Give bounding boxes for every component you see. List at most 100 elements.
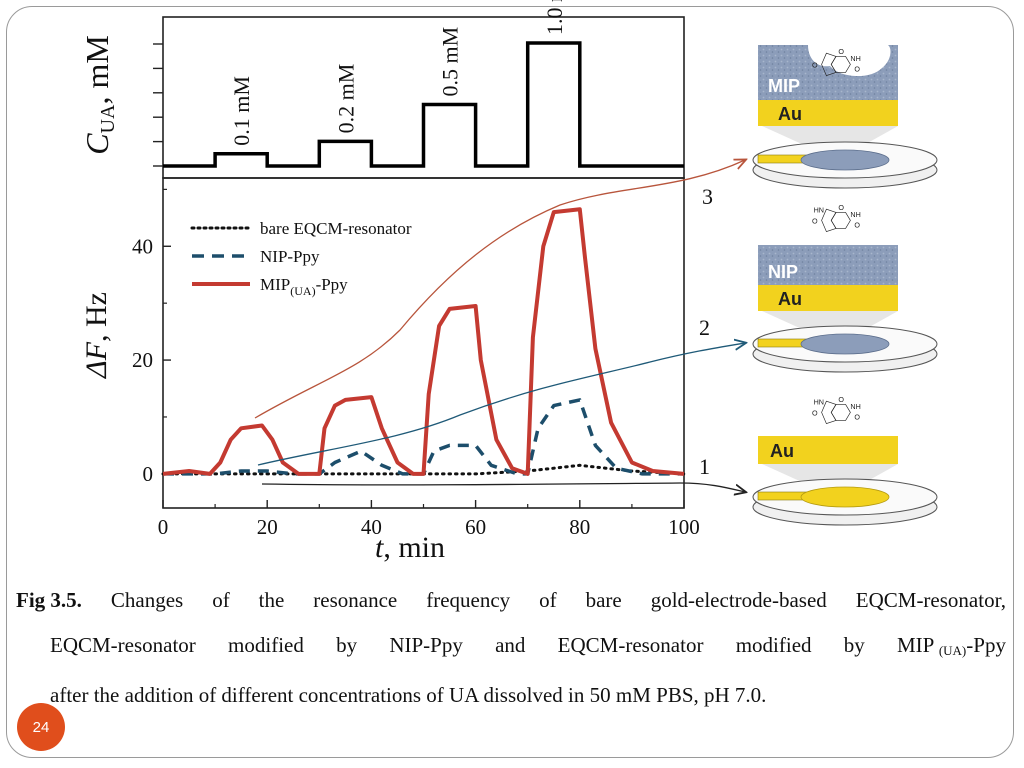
nip-gold-layer bbox=[758, 285, 898, 311]
bare-electrode-spot bbox=[800, 486, 890, 508]
caption-word: EQCM-resonator bbox=[50, 633, 196, 657]
arrow-to-bare-schematic bbox=[261, 482, 745, 492]
caption-word: modified bbox=[735, 633, 812, 657]
concentration-label: 0.2 mM bbox=[333, 64, 358, 134]
x-tick-label: 80 bbox=[569, 515, 590, 539]
caption-word: and bbox=[495, 633, 526, 657]
concentration-label: 0.1 mM bbox=[229, 76, 254, 146]
atom-label-o: O bbox=[854, 221, 860, 230]
bare-gold-layer bbox=[758, 436, 898, 464]
caption-word: gold-electrode-based bbox=[650, 588, 827, 612]
caption-line-2: EQCM-resonator modified by NIP-Ppy and E… bbox=[16, 623, 1006, 673]
top-panel-y-ticks bbox=[153, 43, 163, 167]
caption-word: modified bbox=[228, 633, 304, 657]
nip-electrode-spot bbox=[800, 333, 890, 355]
legend-label-bare: bare EQCM-resonator bbox=[260, 219, 412, 238]
y-tick-label: 40 bbox=[132, 234, 153, 258]
page-number-badge: 24 bbox=[17, 703, 65, 751]
curve-number-3: 3 bbox=[702, 184, 713, 209]
atom-label-o: O bbox=[838, 47, 844, 56]
mip-electrode-lead bbox=[757, 154, 809, 164]
schematic-bare: O HN NH O O Au bbox=[752, 395, 938, 526]
caption-word: Changes bbox=[110, 588, 184, 612]
legend: bare EQCM-resonator NIP-Ppy MIP(UA)-Ppy bbox=[190, 219, 412, 298]
bottom-panel: 0 20 40 60 80 100 0 20 40 t, min ΔF, Hz bare EQC… bbox=[80, 160, 745, 564]
caption-mip: MIP bbox=[897, 633, 934, 657]
caption-word: by bbox=[843, 633, 865, 657]
bottom-panel-axes: 0 20 40 60 80 100 0 20 40 bbox=[132, 188, 700, 539]
figure: 0.1 mM 0.2 mM0.5 mM1.0 mM CUA, mM 0 20 40 60… bbox=[79, 0, 938, 564]
uric-acid-molecule-icon: O HN NH O O bbox=[812, 395, 861, 424]
nip-au-label: Au bbox=[778, 289, 802, 309]
curve-number-1: 1 bbox=[699, 454, 710, 479]
atom-label-o: O bbox=[812, 61, 818, 70]
atom-label-o: O bbox=[838, 395, 844, 404]
caption-word: EQCM-resonator, bbox=[855, 588, 1006, 612]
x-tick-label: 20 bbox=[257, 515, 278, 539]
legend-label-nip: NIP-Ppy bbox=[260, 247, 320, 266]
atom-label-nh: NH bbox=[850, 54, 860, 63]
nip-label: NIP bbox=[768, 262, 798, 282]
caption-word: frequency bbox=[426, 588, 511, 612]
slide-frame bbox=[6, 6, 1014, 758]
atom-label-o: O bbox=[812, 409, 818, 418]
caption-word: of bbox=[539, 588, 557, 612]
curve-number-2: 2 bbox=[699, 315, 710, 340]
x-tick-label: 40 bbox=[361, 515, 382, 539]
x-tick-label: 0 bbox=[158, 515, 169, 539]
mip-au-label: Au bbox=[778, 104, 802, 124]
figure-caption: Fig 3.5. Changes of the resonance freque… bbox=[16, 578, 1006, 718]
legend-label-mip: MIP(UA)-Ppy bbox=[260, 275, 348, 298]
mip-cavity bbox=[808, 45, 891, 77]
bare-au-label: Au bbox=[770, 441, 794, 461]
caption-word: bare bbox=[585, 588, 622, 612]
y-tick-label: 20 bbox=[132, 348, 153, 372]
atom-label-nh: NH bbox=[850, 210, 860, 219]
caption-ppy: -Ppy bbox=[966, 633, 1006, 657]
arrow-to-mip-schematic bbox=[254, 160, 745, 419]
atom-label-hn: HN bbox=[814, 205, 824, 214]
series-line-bare bbox=[161, 463, 686, 476]
y-axis-label: ΔF, Hz bbox=[80, 292, 113, 379]
bare-electrode-lead bbox=[757, 491, 809, 501]
schematic-mip: O NH O O MIP Au bbox=[752, 45, 938, 189]
mip-gold-layer bbox=[758, 100, 898, 126]
x-tick-label: 100 bbox=[668, 515, 700, 539]
nip-electrode-lead bbox=[757, 338, 809, 348]
concentration-label: 1.0 mM bbox=[542, 0, 567, 35]
concentration-label: 0.5 mM bbox=[438, 27, 463, 97]
arrow-to-nip-schematic bbox=[257, 343, 745, 466]
atom-label-nh: NH bbox=[850, 402, 860, 411]
nip-polymer-layer bbox=[758, 245, 898, 285]
caption-word: MIP (UA)-Ppy bbox=[897, 623, 1006, 673]
mip-electrode-spot bbox=[800, 149, 890, 171]
atom-label-o: O bbox=[854, 413, 860, 422]
caption-line-3: after the addition of different concentr… bbox=[50, 683, 767, 707]
caption-word: NIP-Ppy bbox=[389, 633, 463, 657]
caption-word: resonance bbox=[313, 588, 398, 612]
top-ylabel: CUA, mM bbox=[79, 35, 119, 155]
uric-acid-molecule-icon: O NH O O bbox=[812, 47, 861, 76]
y-tick-label: 0 bbox=[143, 462, 154, 486]
atom-label-hn: HN bbox=[814, 397, 824, 406]
series-line-mip bbox=[162, 207, 685, 476]
caption-word: the bbox=[258, 588, 285, 612]
mip-label: MIP bbox=[768, 76, 800, 96]
concentration-step-line bbox=[163, 41, 684, 168]
schematic-nip: O HN NH O O NIP Au bbox=[752, 203, 938, 373]
x-tick-label: 60 bbox=[465, 515, 486, 539]
caption-word: EQCM-resonator bbox=[557, 633, 704, 657]
top-panel: 0.1 mM 0.2 mM 0.5 mM 1.0 mM CUA, mM bbox=[79, 0, 685, 179]
concentration-labels: 0.1 mM 0.2 mM 0.5 mM 1.0 mM bbox=[229, 0, 567, 146]
atom-label-o: O bbox=[854, 65, 860, 74]
series-group bbox=[161, 207, 686, 476]
x-axis-label: t, min bbox=[375, 531, 445, 564]
uric-acid-molecule-icon: O HN NH O O bbox=[812, 203, 861, 232]
atom-label-o: O bbox=[838, 203, 844, 212]
atom-label-o: O bbox=[812, 217, 818, 226]
caption-subscript: (UA) bbox=[938, 643, 967, 658]
caption-label: Fig 3.5. bbox=[16, 588, 82, 612]
series-line-nip bbox=[163, 398, 684, 476]
caption-word: by bbox=[336, 633, 358, 657]
caption-word: of bbox=[212, 588, 230, 612]
